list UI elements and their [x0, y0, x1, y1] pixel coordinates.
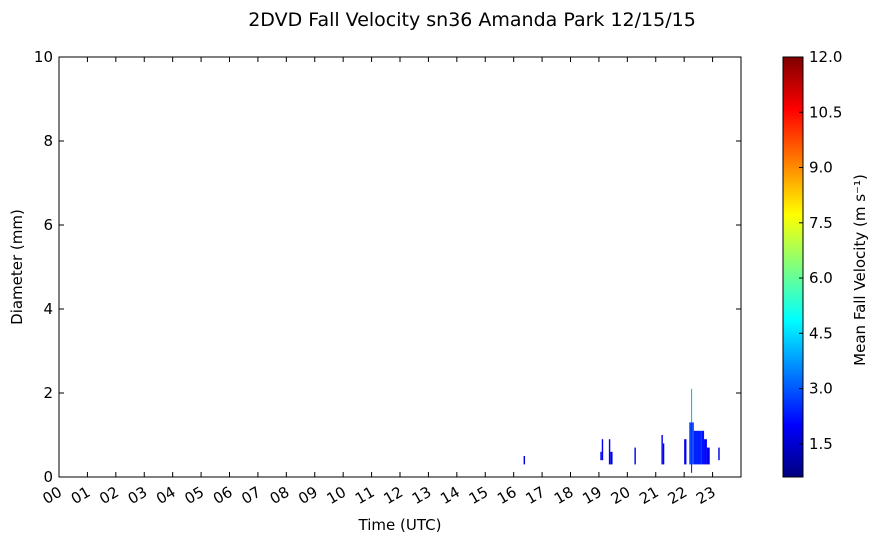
heatmap-cell	[718, 447, 720, 461]
colorbar: 1.5 3.0 4.5 6.0 7.5 9.0 10.5 12.0	[782, 48, 842, 478]
colorbar-tick-label: 3.0	[809, 380, 833, 398]
y-tick-label: 2	[43, 384, 53, 402]
colorbar-tick-label: 4.5	[809, 324, 833, 342]
y-tick-label: 8	[43, 132, 53, 150]
colorbar-gradient	[782, 56, 804, 478]
x-tick-label: 22	[665, 483, 691, 508]
colorbar-tick-label: 7.5	[809, 214, 833, 232]
heatmap-cell	[704, 439, 707, 465]
colorbar-tick-label: 12.0	[809, 48, 842, 66]
x-tick-label: 12	[380, 483, 406, 508]
heatmap-cell	[690, 422, 693, 473]
heatmap-cell	[684, 439, 687, 465]
heatmap-cell	[689, 422, 691, 465]
heatmap-cells	[523, 388, 720, 473]
heatmap-cell	[634, 447, 636, 465]
x-tick-label: 21	[636, 483, 662, 508]
heatmap-cell	[706, 447, 710, 465]
heatmap-cell	[661, 435, 663, 465]
y-axis-label: Diameter (mm)	[8, 209, 26, 325]
x-tick-label: 17	[523, 483, 549, 508]
heatmap-cell	[692, 422, 694, 465]
chart-title: 2DVD Fall Velocity sn36 Amanda Park 12/1…	[248, 9, 696, 31]
x-tick-label: 10	[324, 483, 350, 508]
colorbar-tick-label: 10.5	[809, 103, 842, 121]
x-tick-label: 18	[551, 483, 577, 508]
x-tick-label: 09	[295, 483, 321, 508]
x-tick-label: 19	[579, 483, 605, 508]
heatmap-cell	[610, 451, 613, 465]
plot-area	[59, 57, 741, 477]
x-tick-label: 20	[608, 483, 634, 508]
y-tick-label: 10	[34, 48, 53, 66]
heatmap-cell	[662, 443, 665, 465]
x-tick-label: 02	[96, 483, 122, 508]
heatmap-cell	[523, 456, 526, 465]
x-tick-label: 07	[238, 483, 264, 508]
colorbar-tick-label: 1.5	[809, 435, 833, 453]
x-tick-label: 03	[125, 483, 151, 508]
colorbar-label: Mean Fall Velocity (m s⁻¹)	[851, 174, 869, 366]
heatmap-cell	[601, 439, 604, 461]
x-tick-label: 06	[210, 483, 236, 508]
x-tick-label: 00	[39, 483, 65, 508]
heatmap-cell	[608, 439, 611, 465]
y-tick-label: 6	[43, 216, 53, 234]
x-tick-label: 11	[352, 483, 378, 508]
x-tick-label: 15	[466, 483, 492, 508]
x-tick-label: 04	[153, 483, 179, 508]
x-tick-label: 01	[68, 483, 94, 508]
x-tick-label: 08	[267, 483, 293, 508]
x-tick-label: 05	[182, 483, 208, 508]
heatmap-cell	[701, 430, 705, 465]
heatmap-cell	[690, 388, 693, 423]
x-axis-label: Time (UTC)	[358, 516, 442, 534]
heatmap-cell	[693, 430, 702, 465]
x-tick-label: 14	[437, 483, 463, 508]
x-tick-label: 23	[693, 483, 719, 508]
y-tick-label: 0	[43, 468, 53, 486]
colorbar-tick-label: 9.0	[809, 159, 833, 177]
x-tick-label: 13	[409, 483, 435, 508]
y-tick-label: 4	[43, 300, 53, 318]
heatmap-cell	[600, 451, 602, 461]
colorbar-tick-label: 6.0	[809, 269, 833, 287]
x-tick-label: 16	[494, 483, 520, 508]
